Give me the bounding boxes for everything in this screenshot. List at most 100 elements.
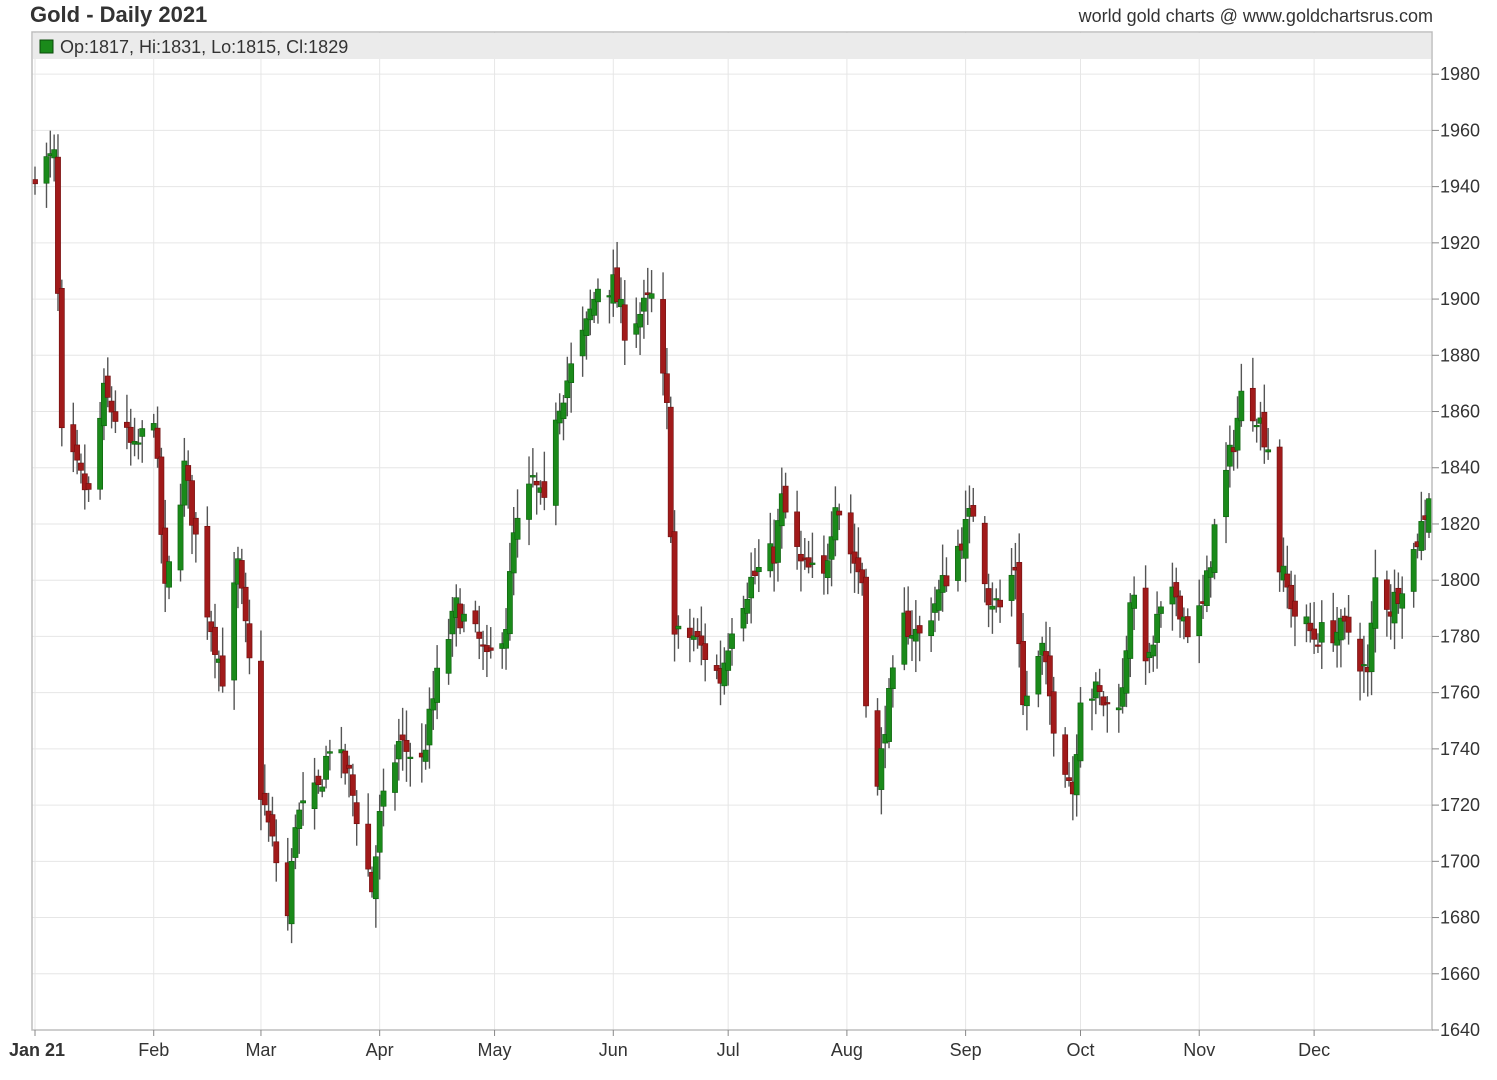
candle-body bbox=[1017, 562, 1022, 643]
y-tick-label: 1960 bbox=[1440, 120, 1480, 140]
candle-body bbox=[461, 614, 466, 621]
x-tick-label: Jun bbox=[599, 1040, 628, 1060]
candle-body bbox=[312, 783, 317, 809]
y-tick-label: 1760 bbox=[1440, 683, 1480, 703]
candle-body bbox=[810, 563, 815, 565]
candle-body bbox=[1254, 425, 1259, 427]
candle-body bbox=[1239, 391, 1244, 421]
y-tick-label: 1980 bbox=[1440, 64, 1480, 84]
candle-body bbox=[247, 624, 252, 658]
candle-body bbox=[890, 668, 895, 689]
candle-body bbox=[1357, 639, 1362, 671]
candle-body bbox=[672, 532, 677, 635]
candle-body bbox=[664, 374, 669, 403]
candle-body bbox=[530, 475, 535, 477]
candle-body bbox=[1304, 617, 1309, 624]
candle-body bbox=[186, 465, 191, 480]
candle-body bbox=[1051, 692, 1056, 734]
candle-body bbox=[373, 857, 378, 899]
candle-body bbox=[446, 639, 451, 673]
candle-body bbox=[1024, 696, 1029, 706]
candle-body bbox=[553, 420, 558, 505]
candle-body bbox=[997, 600, 1002, 607]
y-tick-label: 1940 bbox=[1440, 177, 1480, 197]
candle-body bbox=[297, 810, 302, 829]
candle-body bbox=[113, 412, 118, 422]
candle-body bbox=[1128, 603, 1133, 659]
candle-body bbox=[1373, 578, 1378, 629]
x-tick-label: Jul bbox=[717, 1040, 740, 1060]
candle-body bbox=[783, 486, 788, 512]
candle-body bbox=[1089, 699, 1094, 701]
candle-body bbox=[936, 590, 941, 611]
candle-body bbox=[729, 634, 734, 649]
candle-body bbox=[1361, 664, 1366, 666]
candle-body bbox=[220, 656, 225, 686]
candle-body bbox=[366, 824, 371, 869]
candle-body bbox=[971, 505, 976, 516]
x-tick-label: Dec bbox=[1298, 1040, 1330, 1060]
candle-body bbox=[239, 560, 244, 588]
candle-body bbox=[105, 376, 110, 397]
candle-body bbox=[98, 418, 103, 489]
candle-body bbox=[569, 364, 574, 383]
candle-body bbox=[615, 268, 620, 302]
candle-body bbox=[515, 518, 520, 539]
candle-body bbox=[1319, 622, 1324, 642]
candle-body bbox=[136, 443, 141, 445]
y-tick-label: 1860 bbox=[1440, 402, 1480, 422]
candle-body bbox=[1047, 656, 1052, 696]
y-tick-label: 1640 bbox=[1440, 1020, 1480, 1040]
candle-body bbox=[327, 752, 332, 754]
candle-body bbox=[473, 611, 478, 624]
candle-body bbox=[300, 801, 305, 803]
candle-body bbox=[258, 661, 263, 799]
candle-body bbox=[377, 811, 382, 852]
candle-body bbox=[1177, 596, 1182, 619]
candle-body bbox=[1419, 521, 1424, 550]
y-tick-label: 1880 bbox=[1440, 345, 1480, 365]
candle-body bbox=[1020, 641, 1025, 705]
x-tick-label: Apr bbox=[366, 1040, 394, 1060]
candle-body bbox=[396, 741, 401, 759]
candle-body bbox=[323, 756, 328, 779]
candle-body bbox=[565, 381, 570, 398]
candle-body bbox=[293, 828, 298, 858]
y-tick-label: 1820 bbox=[1440, 514, 1480, 534]
candle-body bbox=[1105, 702, 1110, 704]
candle-body bbox=[982, 523, 987, 584]
candle-body bbox=[1212, 525, 1217, 573]
x-tick-label: Nov bbox=[1183, 1040, 1215, 1060]
x-tick-label: Aug bbox=[831, 1040, 863, 1060]
legend-swatch bbox=[40, 40, 53, 53]
candle-body bbox=[1185, 617, 1190, 637]
candle-body bbox=[526, 484, 531, 520]
x-tick-label: Mar bbox=[245, 1040, 276, 1060]
candle-body bbox=[1116, 708, 1121, 710]
candle-body bbox=[1174, 582, 1179, 597]
candle-body bbox=[232, 583, 237, 680]
candle-body bbox=[52, 150, 57, 158]
candle-body bbox=[205, 526, 210, 617]
y-tick-label: 1900 bbox=[1440, 289, 1480, 309]
x-tick-label: Feb bbox=[138, 1040, 169, 1060]
plot-background bbox=[32, 32, 1432, 1030]
candle-body bbox=[879, 749, 884, 790]
candle-body bbox=[140, 429, 145, 437]
candle-body bbox=[1036, 656, 1041, 694]
candle-body bbox=[243, 587, 248, 621]
candle-body bbox=[159, 457, 164, 535]
y-tick-label: 1680 bbox=[1440, 908, 1480, 928]
candle-body bbox=[59, 288, 64, 427]
candle-body bbox=[798, 554, 803, 561]
candle-body bbox=[986, 588, 991, 604]
candle-body bbox=[381, 791, 386, 806]
candle-body bbox=[703, 644, 708, 660]
candle-body bbox=[542, 482, 547, 498]
y-tick-label: 1920 bbox=[1440, 233, 1480, 253]
candle-body bbox=[427, 709, 432, 745]
candle-body bbox=[1400, 594, 1405, 609]
candle-body bbox=[1384, 580, 1389, 610]
candle-body bbox=[400, 735, 405, 740]
candle-body bbox=[78, 463, 83, 470]
